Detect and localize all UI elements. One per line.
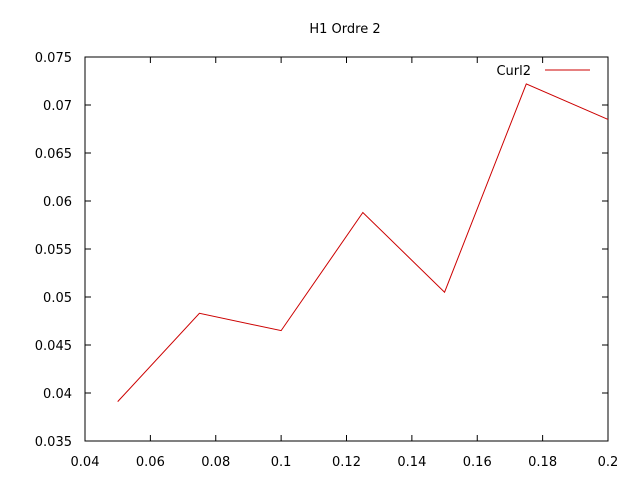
- y-tick-label: 0.045: [35, 339, 72, 354]
- y-tick-label: 0.05: [43, 291, 72, 306]
- y-tick-label: 0.075: [35, 51, 72, 66]
- y-tick-label: 0.055: [35, 243, 72, 258]
- x-tick-label: 0.06: [136, 455, 165, 470]
- chart-title: H1 Ordre 2: [309, 22, 380, 37]
- legend-label: Curl2: [496, 64, 531, 79]
- y-tick-label: 0.04: [43, 387, 72, 402]
- x-tick-label: 0.2: [598, 455, 619, 470]
- x-tick-label: 0.18: [528, 455, 557, 470]
- x-tick-label: 0.12: [332, 455, 361, 470]
- x-tick-label: 0.1: [271, 455, 292, 470]
- x-tick-label: 0.14: [397, 455, 426, 470]
- y-tick-label: 0.07: [43, 99, 72, 114]
- plot-frame: [84, 56, 609, 442]
- x-tick-label: 0.08: [201, 455, 230, 470]
- y-tick-label: 0.035: [35, 435, 72, 450]
- y-tick-label: 0.06: [43, 195, 72, 210]
- y-tick-label: 0.065: [35, 147, 72, 162]
- series-layer: [117, 83, 609, 402]
- x-tick-label: 0.16: [463, 455, 492, 470]
- series-line-curl2: [117, 83, 609, 402]
- y-axis-ticks: 0.035 0.04 0.045 0.05 0.055 0.06 0.065 0.07 0.07…: [35, 51, 608, 450]
- x-tick-label: 0.04: [71, 455, 100, 470]
- x-axis-ticks: 0.04 0.06 0.08 0.1 0.12 0.14 0.16 0.18 0.2: [71, 57, 619, 470]
- legend: Curl2: [496, 64, 590, 79]
